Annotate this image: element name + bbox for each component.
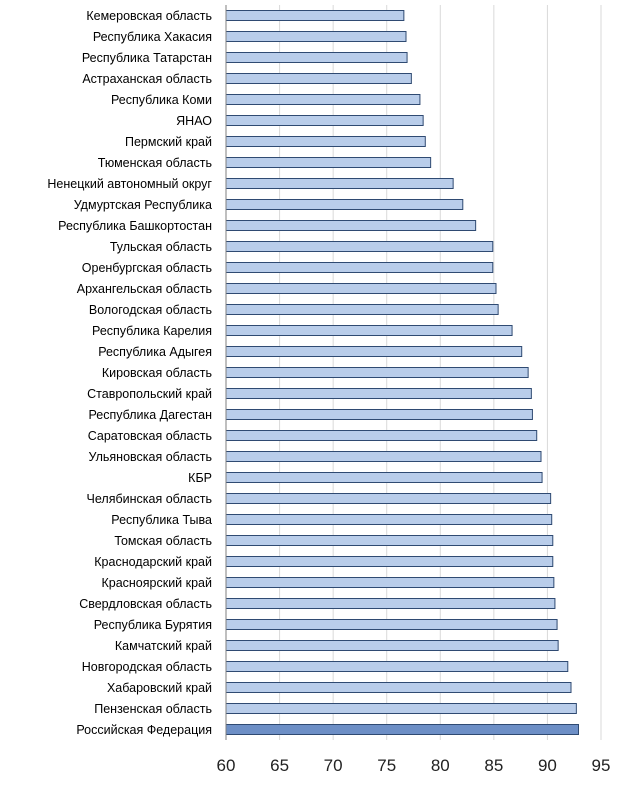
category-label: Новгородская область	[82, 660, 212, 674]
category-label: Пензенская область	[94, 702, 212, 716]
bar	[225, 598, 556, 609]
bar	[225, 241, 494, 252]
category-label: Астраханская область	[82, 72, 212, 86]
category-label: Краснодарский край	[94, 555, 212, 569]
bar	[225, 535, 554, 546]
category-label: Удмуртская Республика	[74, 198, 212, 212]
category-label: Пермский край	[125, 135, 212, 149]
category-label: Саратовская область	[88, 429, 212, 443]
bar	[225, 325, 513, 336]
category-label: Ульяновская область	[88, 450, 212, 464]
bar	[225, 619, 558, 630]
bar	[225, 514, 553, 525]
bar	[225, 703, 577, 714]
category-label: Свердловская область	[79, 597, 212, 611]
category-label: Красноярский край	[101, 576, 212, 590]
bar	[225, 430, 538, 441]
bar	[225, 451, 542, 462]
bar	[225, 52, 408, 63]
category-label: КБР	[188, 471, 212, 485]
bar	[225, 367, 529, 378]
x-tick-label: 85	[484, 756, 503, 775]
bar	[225, 73, 412, 84]
bar	[225, 661, 569, 672]
bar	[225, 556, 554, 567]
category-label: Российская Федерация	[76, 723, 212, 737]
category-label: Ставропольский край	[87, 387, 212, 401]
x-tick-labels: 60 65 70 75 80 85 90 95	[217, 756, 611, 775]
x-tick-label: 70	[324, 756, 343, 775]
bar	[225, 493, 552, 504]
category-label: Ненецкий автономный округ	[47, 177, 212, 191]
bars	[225, 10, 579, 735]
category-label: Кемеровская область	[86, 9, 212, 23]
category-label: Республика Дагестан	[88, 408, 212, 422]
bar	[225, 199, 464, 210]
x-tick-label: 80	[431, 756, 450, 775]
x-tick-label: 90	[538, 756, 557, 775]
bar	[225, 304, 499, 315]
category-label: Тюменская область	[98, 156, 212, 170]
bar	[225, 472, 543, 483]
category-label: Оренбургская область	[82, 261, 212, 275]
category-labels: Кемеровская область Республика Хакасия Рес…	[47, 9, 212, 737]
category-label: Челябинская область	[87, 492, 212, 506]
bar	[225, 136, 426, 147]
category-label: Республика Хакасия	[93, 30, 212, 44]
category-label: Республика Татарстан	[82, 51, 212, 65]
category-label: Республика Карелия	[92, 324, 212, 338]
category-label: Республика Бурятия	[94, 618, 212, 632]
bar	[225, 283, 497, 294]
bar	[225, 409, 533, 420]
category-label: Кировская область	[102, 366, 212, 380]
category-label: Республика Башкортостан	[58, 219, 212, 233]
category-label: Республика Коми	[111, 93, 212, 107]
category-label: Тульская область	[110, 240, 212, 254]
bar	[225, 640, 559, 651]
bar	[225, 178, 454, 189]
category-label: Томская область	[114, 534, 212, 548]
bar	[225, 682, 572, 693]
bar	[225, 10, 405, 21]
x-tick-label: 65	[270, 756, 289, 775]
bar	[225, 724, 579, 735]
bar	[225, 94, 421, 105]
bar	[225, 577, 555, 588]
bar	[225, 346, 523, 357]
bar	[225, 115, 424, 126]
category-label: Вологодская область	[89, 303, 212, 317]
category-label: Республика Адыгея	[98, 345, 212, 359]
category-label: Республика Тыва	[111, 513, 212, 527]
bar	[225, 157, 432, 168]
x-tick-label: 60	[217, 756, 236, 775]
x-tick-label: 75	[377, 756, 396, 775]
category-label: Хабаровский край	[107, 681, 212, 695]
category-label: Архангельская область	[77, 282, 212, 296]
category-label: ЯНАО	[176, 114, 212, 128]
bar	[225, 220, 477, 231]
bar	[225, 388, 532, 399]
category-label: Камчатский край	[115, 639, 212, 653]
x-tick-label: 95	[592, 756, 611, 775]
bar	[225, 31, 407, 42]
bar	[225, 262, 494, 273]
